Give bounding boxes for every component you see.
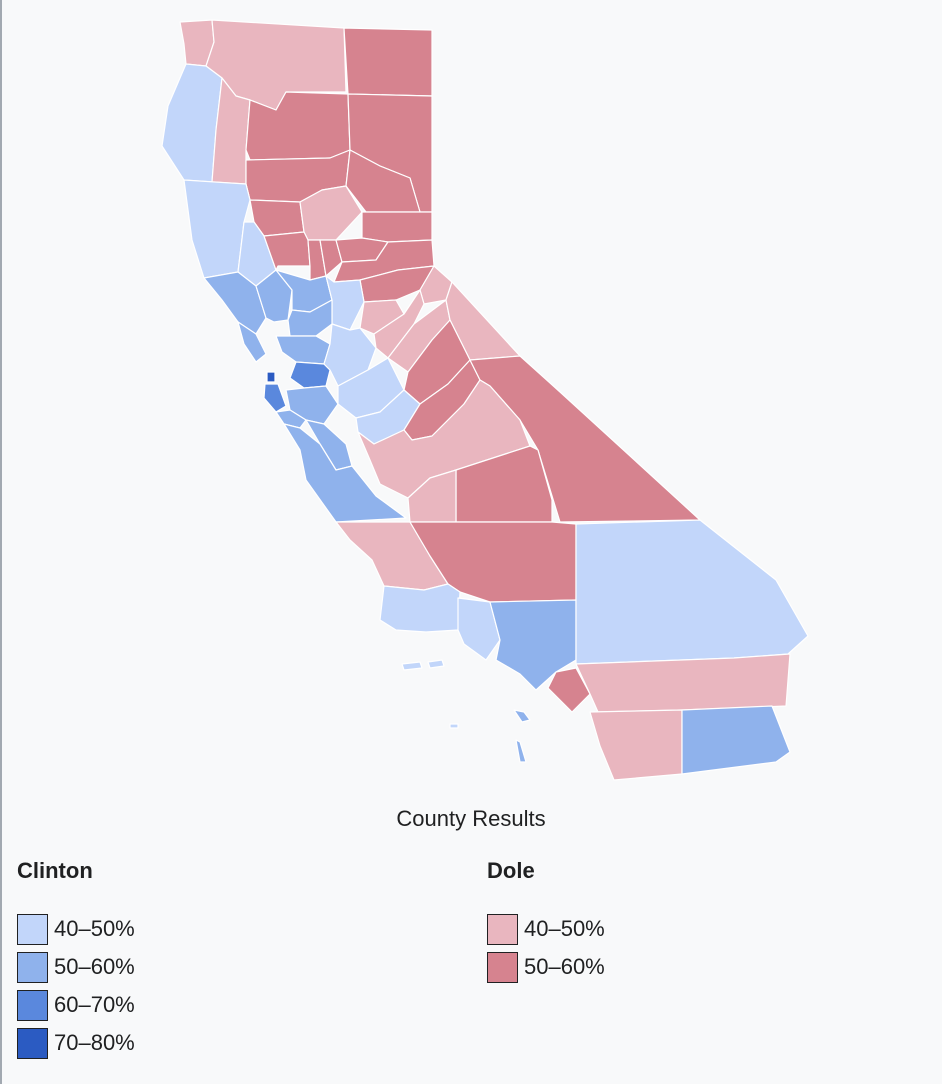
legend-clinton-title: Clinton	[17, 858, 93, 883]
legend-label: 50–60%	[524, 954, 605, 979]
county-riverside	[575, 653, 791, 713]
county-modoc	[343, 27, 433, 97]
county-calaveras	[373, 289, 425, 359]
legend-label: 40–50%	[54, 916, 135, 941]
county-san-francisco	[266, 371, 276, 383]
island-san-clemente	[515, 739, 527, 763]
county-contra-costa	[275, 335, 331, 365]
legend-swatch	[17, 1027, 48, 1059]
county-sierra	[361, 211, 433, 243]
island-santa-cruz	[401, 661, 423, 671]
legend-item: 40–50%	[487, 910, 605, 948]
legend-item: 40–50%	[17, 910, 135, 948]
legend-label: 70–80%	[54, 1030, 135, 1055]
legend-clinton: Clinton 40–50% 50–60% 60–70% 70–80%	[17, 858, 135, 1062]
county-monterey	[283, 423, 407, 523]
legend-swatch	[17, 913, 48, 945]
left-border	[0, 0, 2, 1084]
county-orange	[547, 667, 591, 713]
county-marin	[237, 321, 267, 363]
legend-swatch	[17, 951, 48, 983]
county-san-diego	[589, 709, 683, 781]
legend-label: 50–60%	[54, 954, 135, 979]
legend-label: 40–50%	[524, 916, 605, 941]
island-santa-catalina	[513, 709, 531, 723]
county-santa-barbara	[379, 583, 461, 633]
legend-dole: Dole 40–50% 50–60%	[487, 858, 605, 986]
legend-swatch	[17, 989, 48, 1021]
map-caption: County Results	[396, 806, 546, 831]
county-santa-cruz	[275, 409, 307, 429]
legend-swatch	[487, 951, 518, 983]
county-fresno	[357, 379, 531, 499]
legend-swatch	[487, 913, 518, 945]
legend-item: 50–60%	[487, 948, 605, 986]
island-santa-rosa	[427, 659, 445, 669]
island-san-nicolas	[449, 723, 459, 729]
county-imperial	[681, 705, 791, 775]
california-county-map	[161, 19, 809, 781]
county-san-bernardino	[575, 519, 809, 665]
county-san-mateo	[263, 383, 287, 413]
legend-item: 70–80%	[17, 1024, 135, 1062]
county-alameda	[289, 361, 331, 389]
legend-label: 60–70%	[54, 992, 135, 1017]
legend-dole-title: Dole	[487, 858, 535, 883]
county-sonoma	[203, 271, 267, 335]
legend-item: 60–70%	[17, 986, 135, 1024]
legend-item: 50–60%	[17, 948, 135, 986]
county-kings	[407, 469, 457, 523]
